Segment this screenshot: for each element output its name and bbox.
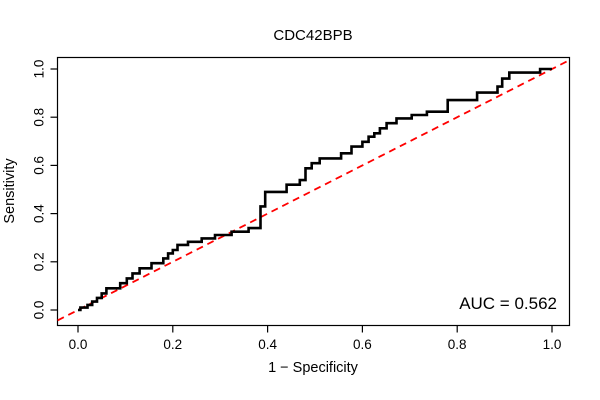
roc-curve (78, 67, 552, 312)
x-axis-ticks: 0.0 0.2 0.4 0.6 0.8 1.0 (69, 325, 562, 352)
x-tick-label: 0.4 (258, 337, 277, 352)
plot-box (56, 56, 571, 327)
x-tick-label: 0.0 (69, 337, 88, 352)
chart-title: CDC42BPB (273, 27, 352, 44)
y-tick-label: 0.0 (32, 301, 47, 320)
y-tick-label: 0.6 (32, 156, 47, 175)
y-axis-label: Sensitivity (2, 158, 18, 224)
y-tick-label: 0.8 (32, 108, 47, 127)
y-tick-label: 0.4 (32, 204, 47, 223)
x-tick-label: 1.0 (543, 337, 562, 352)
x-tick-label: 0.8 (448, 337, 467, 352)
x-tick-label: 0.2 (163, 337, 182, 352)
y-tick-label: 0.2 (32, 252, 47, 271)
x-tick-label: 0.6 (353, 337, 372, 352)
y-axis-ticks: 0.0 0.2 0.4 0.6 0.8 1.0 (32, 60, 58, 320)
x-axis-label: 1 − Specificity (268, 360, 359, 376)
y-tick-label: 1.0 (32, 60, 47, 79)
auc-annotation: AUC = 0.562 (459, 294, 557, 313)
reference-diagonal-line (57, 59, 570, 322)
